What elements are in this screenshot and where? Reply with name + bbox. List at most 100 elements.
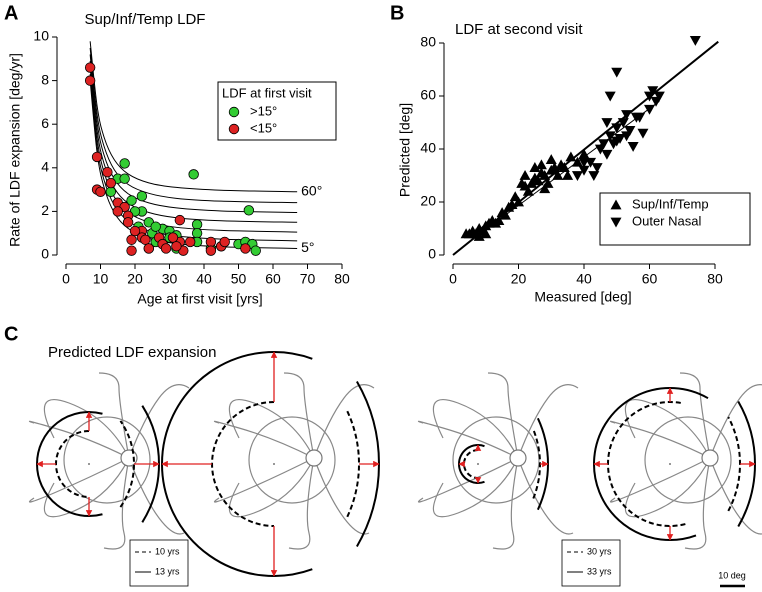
x-tick-label: 50 (231, 271, 247, 287)
point (542, 177, 554, 188)
optic-disc (509, 449, 527, 467)
retina-ring (644, 416, 732, 504)
point (122, 217, 134, 228)
legend-title: LDF at first visit (222, 85, 312, 100)
vessel (432, 457, 519, 518)
chart-title: Sup/Inf/Temp LDF (85, 11, 206, 28)
legend-label: 13 yrs (155, 566, 180, 576)
point (219, 236, 230, 248)
legend-box (599, 192, 751, 246)
vessel (283, 372, 315, 459)
point (653, 91, 665, 102)
point (519, 170, 531, 180)
x-tick-label: 20 (127, 271, 143, 287)
retina-ring (248, 416, 336, 504)
vessel (684, 457, 711, 550)
point (105, 177, 117, 189)
legend-label: 10 yrs (155, 546, 180, 556)
fovea (477, 463, 479, 465)
point (637, 128, 649, 139)
vessel (492, 457, 519, 550)
point (112, 206, 123, 217)
vessel (432, 398, 519, 459)
vessel (313, 457, 370, 535)
point (571, 156, 583, 167)
vessel (103, 457, 130, 550)
point (604, 91, 616, 102)
fovea (88, 463, 90, 465)
point (601, 149, 613, 160)
point (126, 195, 137, 206)
point (647, 86, 659, 97)
point (552, 170, 564, 180)
point (627, 141, 639, 152)
point (493, 215, 505, 225)
point (188, 169, 199, 180)
point (102, 166, 113, 178)
point (126, 234, 137, 245)
y-axis-label: Predicted [deg] (397, 103, 413, 197)
panel-letter: B (390, 2, 404, 24)
point (522, 185, 534, 196)
model-curve (89, 54, 298, 213)
y-tick-label: 6 (41, 115, 49, 131)
point (585, 157, 597, 168)
legend-label: 33 yrs (587, 566, 612, 576)
point (578, 165, 590, 176)
point (549, 162, 561, 172)
vessel (228, 457, 315, 518)
y-tick-label: 60 (420, 87, 436, 103)
optic-disc (120, 449, 138, 467)
point (119, 173, 130, 184)
point (499, 209, 511, 220)
point (611, 67, 623, 78)
vessel (624, 457, 711, 518)
x-tick-label: 40 (576, 271, 592, 287)
point (84, 75, 96, 86)
legend-marker (610, 199, 622, 210)
point (614, 134, 626, 144)
point (689, 35, 701, 46)
dashed-arc (532, 429, 541, 499)
point (91, 151, 103, 163)
legend-label: Sup/Inf/Temp (632, 196, 709, 211)
optic-disc (305, 449, 323, 467)
point (240, 243, 251, 254)
y-tick-label: 0 (41, 246, 49, 262)
point (506, 199, 518, 210)
legend-label: <15° (250, 120, 277, 135)
point (191, 219, 203, 230)
dashed-arc (346, 410, 360, 518)
curve-label: 5° (301, 239, 314, 255)
y-tick-label: 20 (420, 193, 436, 209)
point (535, 159, 547, 170)
x-tick-label: 0 (449, 271, 457, 287)
vessel (288, 457, 315, 550)
point (578, 148, 590, 159)
vessel (128, 457, 185, 535)
scale-bar-label: 10 deg (718, 570, 746, 580)
point (598, 139, 610, 150)
x-tick-label: 60 (642, 271, 658, 287)
point (571, 171, 583, 181)
point (95, 186, 106, 197)
point (136, 190, 148, 202)
point (526, 177, 538, 188)
fovea (273, 463, 275, 465)
point (473, 230, 485, 241)
point (621, 110, 633, 121)
y-axis-label: Rate of LDF expansion [deg/yr] (7, 53, 23, 247)
vessel (517, 384, 579, 459)
curve-label: 60° (301, 182, 322, 198)
x-axis-label: Age at first visit [yrs] (137, 291, 262, 307)
retina-ring (63, 416, 151, 504)
point (513, 196, 524, 207)
legend-marker (228, 106, 240, 118)
vessel (709, 457, 762, 535)
panel-letter: C (4, 323, 18, 345)
vessel (418, 457, 519, 503)
dashed-arc (119, 420, 135, 508)
point (250, 245, 261, 256)
vessel (487, 372, 519, 459)
